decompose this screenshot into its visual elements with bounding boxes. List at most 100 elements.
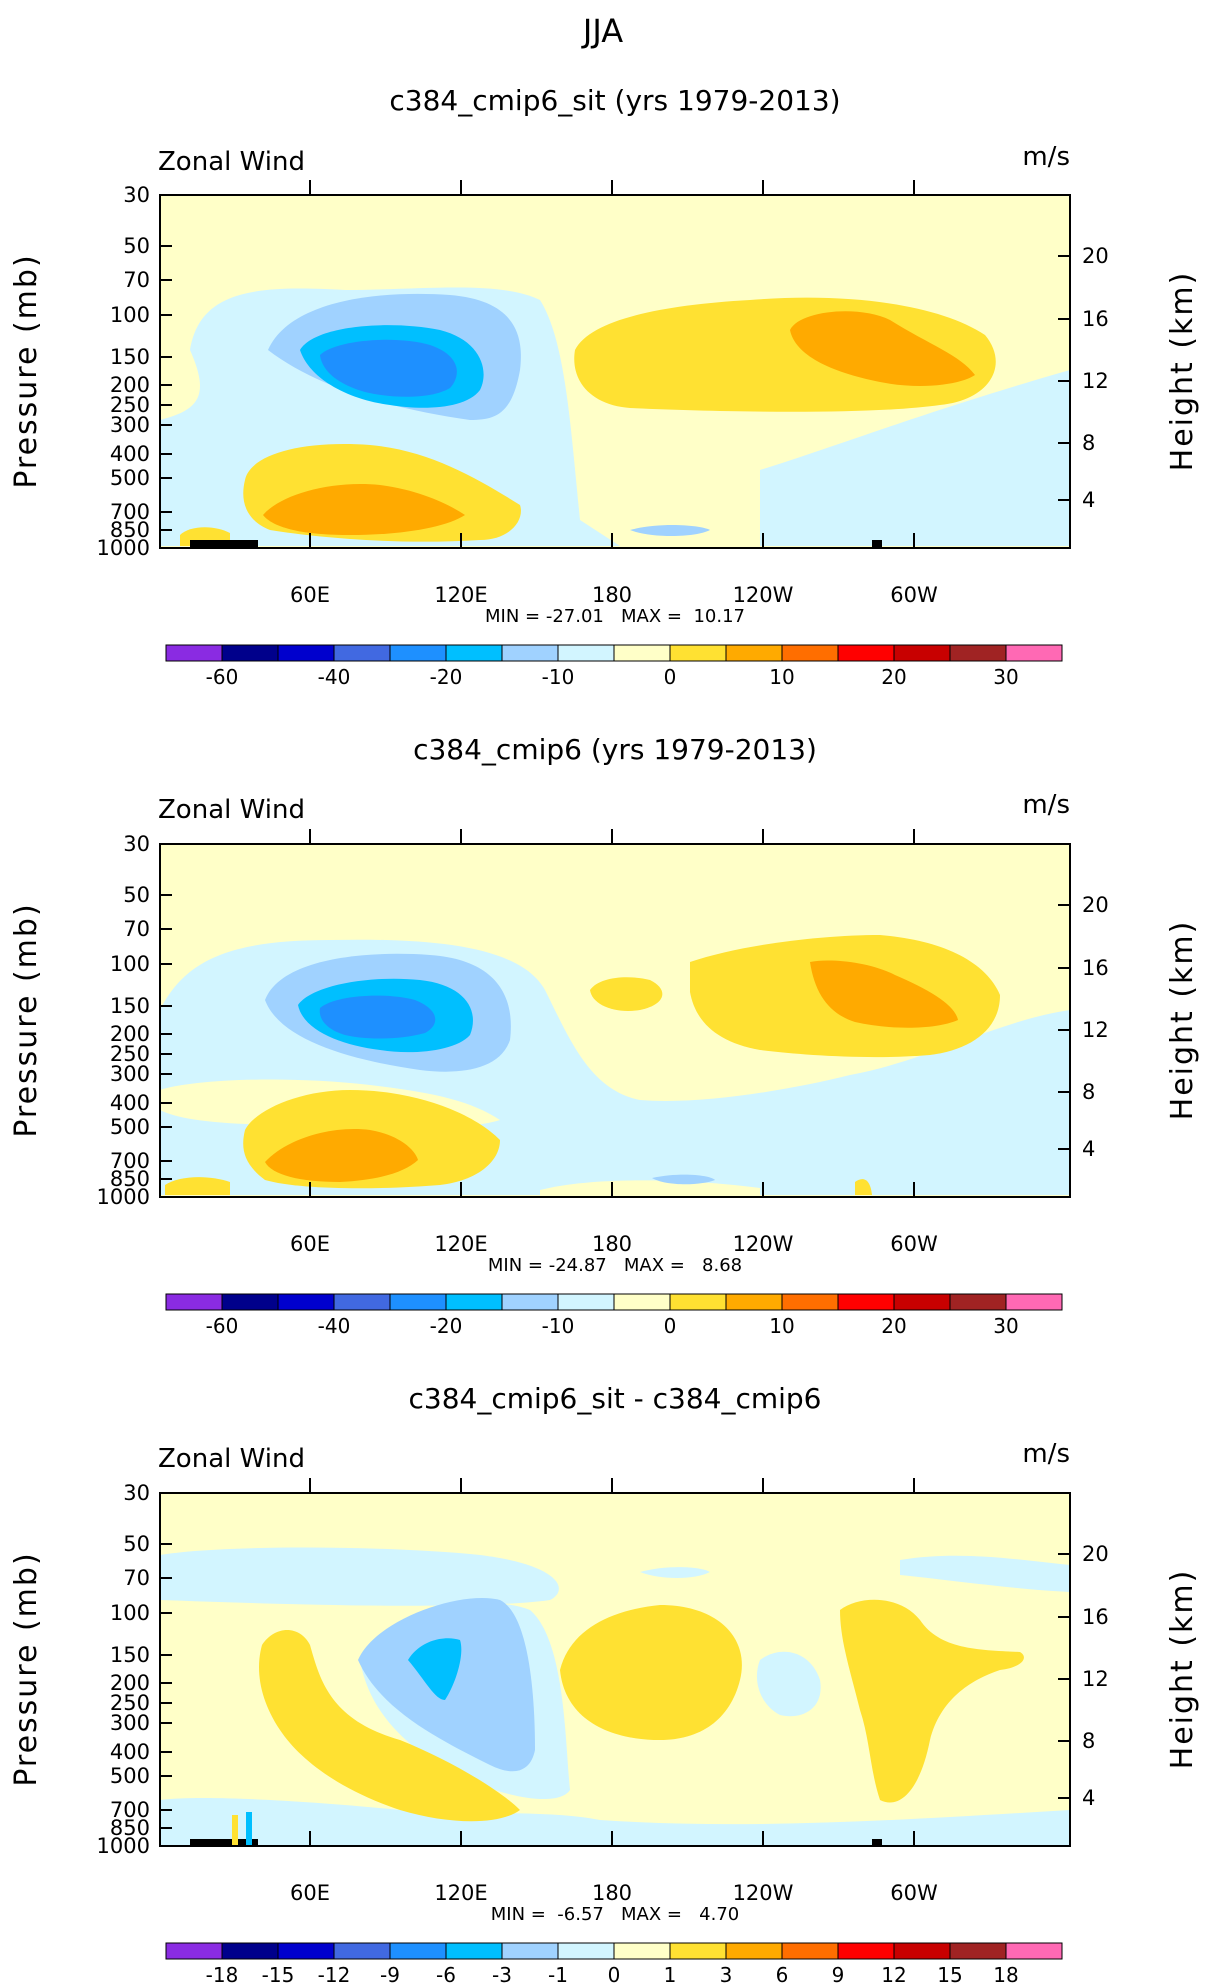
- panel-2-y2ticks: 20 16 12 8 4: [1082, 893, 1109, 1161]
- colorbar-swatch: [669, 1942, 727, 1960]
- y2tick-label: 20: [1082, 244, 1109, 268]
- panel-1-right-label: m/s: [1022, 142, 1070, 172]
- panel-3-contour-field: [160, 1493, 1070, 1846]
- panel-1-xticks: 60E 120E 180 120W 60W: [290, 583, 938, 607]
- panel-3-colorbar: [165, 1942, 1063, 1960]
- y2tick-label: 12: [1082, 369, 1109, 393]
- colorbar-swatch: [949, 1942, 1007, 1960]
- colorbar-tick: 6: [776, 1963, 789, 1987]
- colorbar-tick: -40: [318, 665, 351, 689]
- ytick-label: 500: [110, 1764, 150, 1788]
- y2tick-label: 4: [1082, 1786, 1095, 1810]
- ytick-label: 100: [110, 952, 150, 976]
- panel-3: c384_cmip6_sit - c384_cmip6 Zonal Wind m…: [9, 1382, 1200, 1987]
- colorbar-swatch: [277, 644, 335, 662]
- colorbar-swatch: [221, 1293, 279, 1311]
- y2tick-label: 4: [1082, 1137, 1095, 1161]
- colorbar-tick: 9: [832, 1963, 845, 1987]
- colorbar-swatch: [837, 644, 895, 662]
- panel-1-ylabel: Pressure (mb): [9, 253, 44, 488]
- colorbar-swatch: [669, 644, 727, 662]
- colorbar-tick: -60: [206, 665, 239, 689]
- xtick-label: 120W: [733, 1232, 794, 1256]
- xtick-label: 180: [592, 1232, 632, 1256]
- panel-3-ylabel: Pressure (mb): [9, 1551, 44, 1786]
- panel-2-contour-field: [160, 844, 1070, 1197]
- panel-2-right-label: m/s: [1022, 790, 1070, 820]
- ytick-label: 100: [110, 1601, 150, 1625]
- panel-3-minmax: MIN = -6.57 MAX = 4.70: [491, 1904, 740, 1925]
- panel-3-y2label: Height (km): [1165, 1569, 1200, 1770]
- ytick-label: 250: [110, 1691, 150, 1715]
- colorbar-swatch: [221, 644, 279, 662]
- ytick-label: 200: [110, 1022, 150, 1046]
- xtick-label: 60E: [290, 583, 330, 607]
- ytick-label: 150: [110, 1643, 150, 1667]
- xtick-label: 60W: [890, 1881, 938, 1905]
- y2tick-label: 16: [1082, 1605, 1109, 1629]
- xtick-label: 60E: [290, 1881, 330, 1905]
- ytick-label: 30: [123, 832, 150, 856]
- xtick-label: 120W: [733, 1881, 794, 1905]
- colorbar-swatch: [781, 644, 839, 662]
- panel-1-colorbar: [165, 644, 1063, 662]
- panel-3-left-label: Zonal Wind: [158, 1444, 305, 1474]
- xtick-label: 60E: [290, 1232, 330, 1256]
- colorbar-tick: 0: [664, 665, 677, 689]
- colorbar-swatch: [277, 1942, 335, 1960]
- colorbar-swatch: [837, 1293, 895, 1311]
- ytick-label: 200: [110, 373, 150, 397]
- colorbar-swatch: [893, 1293, 951, 1311]
- colorbar-tick: -20: [430, 665, 463, 689]
- colorbar-tick: 30: [993, 665, 1018, 689]
- ytick-label: 50: [123, 1532, 150, 1556]
- colorbar-swatch: [501, 1942, 559, 1960]
- colorbar-swatch: [949, 644, 1007, 662]
- colorbar-tick: 12: [881, 1963, 906, 1987]
- colorbar-swatch: [781, 1942, 839, 1960]
- y2tick-label: 12: [1082, 1667, 1109, 1691]
- panel-2-xticks: 60E 120E 180 120W 60W: [290, 1232, 938, 1256]
- colorbar-tick: -20: [430, 1314, 463, 1338]
- colorbar-swatch: [781, 1293, 839, 1311]
- panel-2-title: c384_cmip6 (yrs 1979-2013): [413, 733, 817, 766]
- panel-1-title: c384_cmip6_sit (yrs 1979-2013): [389, 84, 840, 117]
- ytick-label: 1000: [97, 1834, 150, 1858]
- xtick-label: 120E: [434, 1881, 487, 1905]
- ytick-label: 100: [110, 303, 150, 327]
- panel-1-yticks: 30 50 70 100 150 200 250 300 400 500 700…: [97, 183, 150, 560]
- colorbar-swatch: [837, 1942, 895, 1960]
- super-title: JJA: [581, 12, 623, 50]
- colorbar-tick: -9: [380, 1963, 400, 1987]
- panel-3-yticks: 30 50 70 100 150 200 250 300 400 500 700…: [97, 1481, 150, 1858]
- xtick-label: 120E: [434, 583, 487, 607]
- panel-2-colorbar: [165, 1293, 1063, 1311]
- panel-3-title: c384_cmip6_sit - c384_cmip6: [409, 1382, 822, 1415]
- ytick-label: 200: [110, 1671, 150, 1695]
- colorbar-swatch: [165, 644, 223, 662]
- panel-2-colorbar-ticks: -60 -40 -20 -10 0 10 20 30: [206, 1314, 1019, 1338]
- colorbar-swatch: [389, 1942, 447, 1960]
- y2tick-label: 4: [1082, 488, 1095, 512]
- colorbar-tick: 0: [608, 1963, 621, 1987]
- xtick-label: 60W: [890, 1232, 938, 1256]
- xtick-label: 180: [592, 1881, 632, 1905]
- ytick-label: 250: [110, 393, 150, 417]
- panel-3-right-label: m/s: [1022, 1439, 1070, 1469]
- y2tick-label: 20: [1082, 1542, 1109, 1566]
- ytick-label: 500: [110, 466, 150, 490]
- ytick-label: 400: [110, 1091, 150, 1115]
- panel-1-minmax: MIN = -27.01 MAX = 10.17: [485, 606, 745, 627]
- colorbar-tick: -1: [548, 1963, 568, 1987]
- y2tick-label: 8: [1082, 1729, 1095, 1753]
- colorbar-swatch: [445, 644, 503, 662]
- colorbar-swatch: [613, 1942, 671, 1960]
- colorbar-swatch: [557, 644, 615, 662]
- colorbar-swatch: [333, 644, 391, 662]
- colorbar-swatch: [725, 1293, 783, 1311]
- ytick-label: 30: [123, 1481, 150, 1505]
- y2tick-label: 12: [1082, 1018, 1109, 1042]
- ytick-label: 50: [123, 883, 150, 907]
- ytick-label: 30: [123, 183, 150, 207]
- ytick-label: 300: [110, 413, 150, 437]
